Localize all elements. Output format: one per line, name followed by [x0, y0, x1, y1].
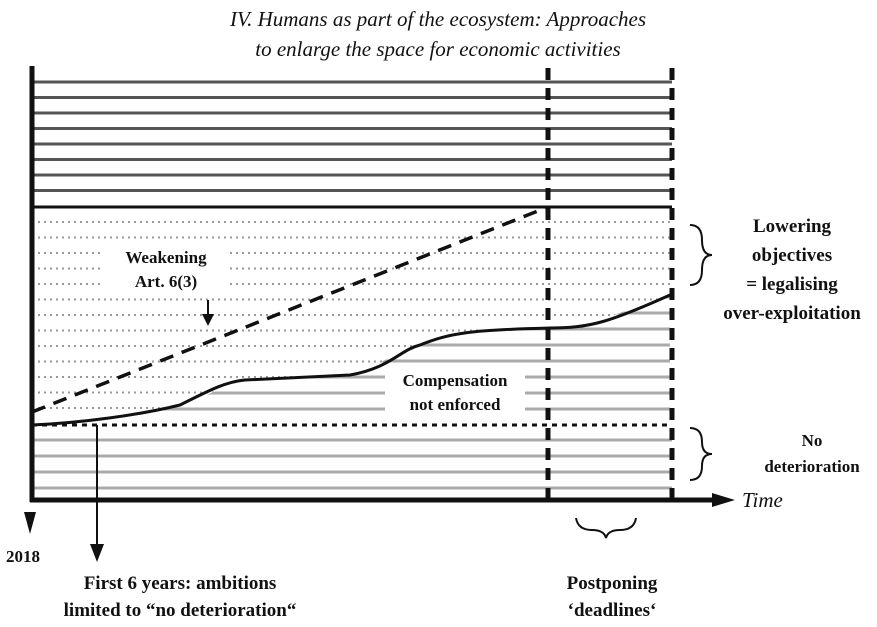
annotation: = legalising: [746, 274, 838, 295]
arrow: [24, 512, 36, 534]
area-under-curve: [32, 295, 670, 425]
dashed-line: [31, 205, 549, 414]
curve: [31, 293, 671, 427]
title: to enlarge the space for economic activi…: [255, 37, 620, 61]
annotation: First 6 years: ambitions: [84, 573, 277, 594]
axis-arrow: [712, 493, 735, 507]
arrow: [202, 314, 214, 326]
annotation: Postponing: [567, 573, 658, 594]
annotation: not enforced: [410, 395, 501, 414]
annotation: Weakening: [125, 248, 207, 267]
annotation: limited to “no deterioration“: [64, 600, 297, 621]
annotation: over-exploitation: [723, 303, 861, 324]
annotation: No: [802, 431, 823, 450]
label-bg: [102, 242, 230, 292]
annotation: ‘deadlines‘: [568, 600, 657, 621]
brace: [575, 517, 637, 539]
brace: [689, 224, 713, 286]
annotation: objectives: [752, 245, 832, 266]
annotation: Lowering: [753, 216, 832, 237]
arrow: [90, 544, 104, 562]
brace: [689, 427, 713, 481]
axis-label: Time: [742, 488, 783, 512]
start-year: 2018: [6, 547, 40, 566]
annotation: Compensation: [403, 371, 508, 390]
title: IV. Humans as part of the ecosystem: App…: [229, 7, 646, 31]
annotation: Art. 6(3): [135, 272, 197, 291]
annotation: deterioration: [764, 457, 860, 476]
label-bg: [385, 367, 525, 417]
